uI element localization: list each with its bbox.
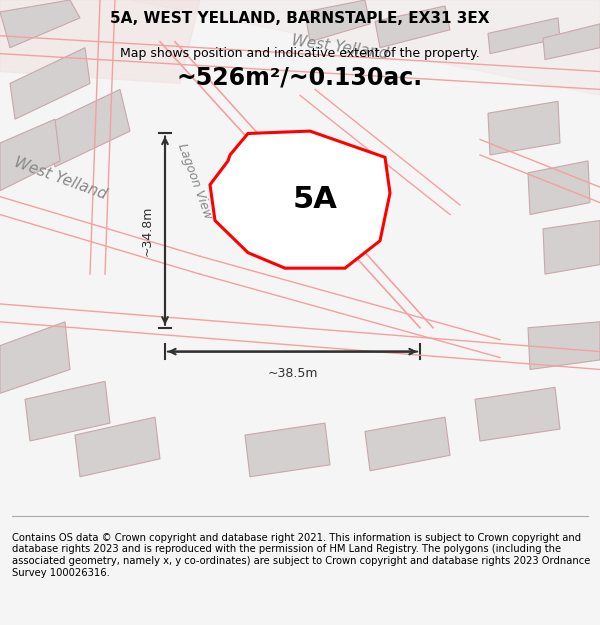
Text: Lagoon View: Lagoon View bbox=[175, 141, 215, 221]
Polygon shape bbox=[130, 0, 600, 96]
Polygon shape bbox=[210, 131, 390, 268]
Polygon shape bbox=[45, 89, 130, 167]
Polygon shape bbox=[0, 119, 60, 191]
Text: West Yelland: West Yelland bbox=[290, 34, 389, 62]
Polygon shape bbox=[25, 381, 110, 441]
Text: West Yelland: West Yelland bbox=[11, 155, 109, 202]
Polygon shape bbox=[365, 417, 450, 471]
Polygon shape bbox=[75, 417, 160, 477]
Text: ~34.8m: ~34.8m bbox=[140, 206, 154, 256]
Polygon shape bbox=[528, 161, 590, 214]
Polygon shape bbox=[543, 221, 600, 274]
Polygon shape bbox=[528, 322, 600, 369]
Text: Map shows position and indicative extent of the property.: Map shows position and indicative extent… bbox=[120, 48, 480, 61]
Polygon shape bbox=[543, 24, 600, 59]
Polygon shape bbox=[488, 18, 560, 54]
Text: 5A, WEST YELLAND, BARNSTAPLE, EX31 3EX: 5A, WEST YELLAND, BARNSTAPLE, EX31 3EX bbox=[110, 11, 490, 26]
Polygon shape bbox=[475, 388, 560, 441]
Text: 5A: 5A bbox=[292, 186, 337, 214]
Polygon shape bbox=[0, 0, 80, 48]
Polygon shape bbox=[375, 6, 450, 48]
Polygon shape bbox=[305, 0, 370, 42]
Polygon shape bbox=[245, 423, 330, 477]
Polygon shape bbox=[488, 101, 560, 155]
Text: Contains OS data © Crown copyright and database right 2021. This information is : Contains OS data © Crown copyright and d… bbox=[12, 532, 590, 578]
Text: ~526m²/~0.130ac.: ~526m²/~0.130ac. bbox=[177, 66, 423, 89]
Polygon shape bbox=[10, 48, 90, 119]
Polygon shape bbox=[0, 322, 70, 393]
Polygon shape bbox=[0, 0, 200, 83]
Text: ~38.5m: ~38.5m bbox=[267, 366, 318, 379]
